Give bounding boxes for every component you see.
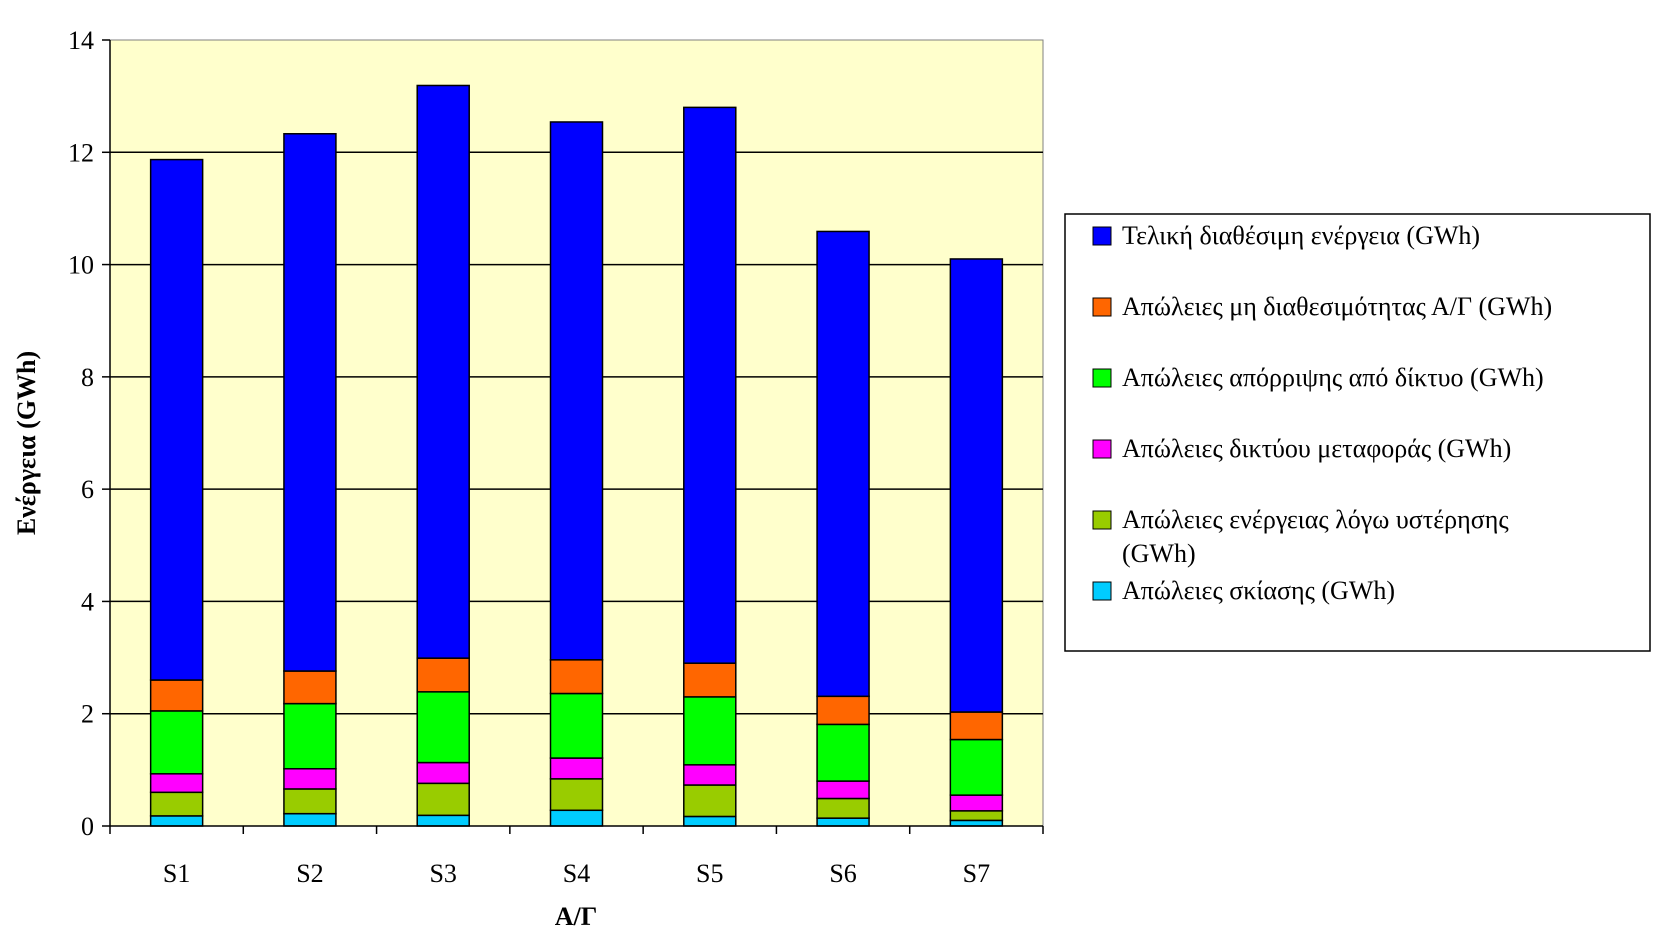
bar-segment-s5-series-4 bbox=[683, 662, 737, 698]
bar-segment-s5-series-5 bbox=[683, 106, 737, 664]
bar-segment-s6-series-4 bbox=[816, 695, 870, 726]
bar-segment-s6-series-3 bbox=[816, 723, 870, 782]
legend-swatch bbox=[1092, 439, 1112, 459]
legend-label: Απώλειες μη διαθεσιμότητας Α/Γ (GWh) bbox=[1122, 292, 1552, 321]
x-tick-label: S7 bbox=[963, 859, 990, 888]
legend-label: Απώλειες δικτύου μεταφοράς (GWh) bbox=[1122, 434, 1511, 463]
x-tick-label: S1 bbox=[163, 859, 190, 888]
bar-segment-s7-series-5 bbox=[949, 258, 1004, 713]
bar-segment-s1-series-1 bbox=[149, 791, 204, 817]
bar-segment-s5-series-3 bbox=[683, 696, 737, 766]
bar-segment-s1-series-5 bbox=[149, 158, 204, 681]
y-tick-label: 6 bbox=[81, 475, 94, 504]
bar-segment-s6-series-5 bbox=[816, 230, 870, 698]
bar-segment-s4-series-5 bbox=[549, 121, 604, 661]
bar-segment-s5-series-2 bbox=[683, 764, 737, 786]
bar-segment-s5-series-0 bbox=[683, 815, 737, 827]
bar-segment-s7-series-2 bbox=[949, 794, 1004, 812]
bar-segment-s1-series-4 bbox=[149, 679, 204, 712]
bar-segment-s1-series-3 bbox=[149, 710, 204, 775]
bar-segment-s4-series-1 bbox=[549, 778, 604, 812]
bar-segment-s2-series-2 bbox=[283, 767, 337, 790]
bar-segment-s5-series-1 bbox=[683, 784, 737, 818]
bar-segment-s2-series-3 bbox=[283, 702, 337, 770]
bar-segment-s7-series-1 bbox=[949, 810, 1004, 822]
bar-segment-s4-series-0 bbox=[549, 809, 604, 827]
y-tick-label: 4 bbox=[81, 587, 94, 616]
legend-box bbox=[1064, 213, 1651, 652]
x-tick-label: S2 bbox=[296, 859, 323, 888]
bar-segment-s4-series-3 bbox=[549, 692, 604, 759]
legend-swatch bbox=[1092, 368, 1112, 388]
y-tick-label: 8 bbox=[81, 363, 94, 392]
legend-swatch bbox=[1092, 581, 1112, 601]
y-tick-label: 10 bbox=[68, 251, 94, 280]
bar-segment-s6-series-1 bbox=[816, 797, 870, 819]
bar-segment-s2-series-0 bbox=[283, 812, 337, 827]
bar-segment-s7-series-3 bbox=[949, 738, 1004, 796]
x-axis-title: Α/Γ bbox=[555, 902, 598, 931]
legend-label-continued: (GWh) bbox=[1122, 539, 1196, 568]
bar-segment-s1-series-2 bbox=[149, 773, 204, 794]
y-tick-label: 0 bbox=[81, 812, 94, 841]
y-axis-title: Ενέργεια (GWh) bbox=[12, 351, 41, 535]
y-tick-label: 12 bbox=[68, 138, 94, 167]
legend-label: Απώλειες σκίασης (GWh) bbox=[1122, 576, 1395, 605]
legend-swatch bbox=[1092, 510, 1112, 530]
bar-segment-s3-series-1 bbox=[416, 782, 470, 817]
bar-segment-s3-series-4 bbox=[416, 657, 470, 693]
axes: 0 2 4 6 8 10 12 14 S1 S2 S3 S4 S5 S6 S7 bbox=[68, 26, 1044, 888]
legend: Τελική διαθέσιμη ενέργεια (GWh) Απώλειες … bbox=[1064, 213, 1651, 652]
bar-segment-s3-series-2 bbox=[416, 761, 470, 785]
bar-segment-s3-series-5 bbox=[416, 84, 470, 659]
bar-segment-s4-series-2 bbox=[549, 757, 604, 780]
bar-segment-s4-series-4 bbox=[549, 659, 604, 695]
x-tick-label: S5 bbox=[696, 859, 723, 888]
x-tick-label: S3 bbox=[429, 859, 456, 888]
bars bbox=[149, 84, 1004, 827]
y-tick-label: 14 bbox=[68, 26, 94, 55]
bar-segment-s3-series-3 bbox=[416, 691, 470, 764]
bar-segment-s1-series-0 bbox=[149, 815, 204, 827]
legend-swatch bbox=[1092, 226, 1112, 246]
bar-segment-s2-series-4 bbox=[283, 670, 337, 705]
legend-label: Απώλειες ενέργειας λόγω υστέρησης bbox=[1122, 505, 1509, 534]
bar-segment-s2-series-5 bbox=[283, 133, 337, 672]
legend-swatch bbox=[1092, 297, 1112, 317]
x-tick-label: S4 bbox=[563, 859, 590, 888]
bar-segment-s3-series-0 bbox=[416, 814, 470, 827]
bar-segment-s7-series-0 bbox=[949, 819, 1004, 827]
bar-segment-s2-series-1 bbox=[283, 788, 337, 815]
bar-segment-s6-series-0 bbox=[816, 817, 870, 827]
x-tick-label: S6 bbox=[829, 859, 856, 888]
y-tick-label: 2 bbox=[81, 700, 94, 729]
bar-segment-s7-series-4 bbox=[949, 711, 1004, 741]
legend-label: Απώλειες απόρριψης από δίκτυο (GWh) bbox=[1122, 363, 1544, 392]
bar-segment-s6-series-2 bbox=[816, 780, 870, 800]
legend-label: Τελική διαθέσιμη ενέργεια (GWh) bbox=[1122, 221, 1480, 250]
